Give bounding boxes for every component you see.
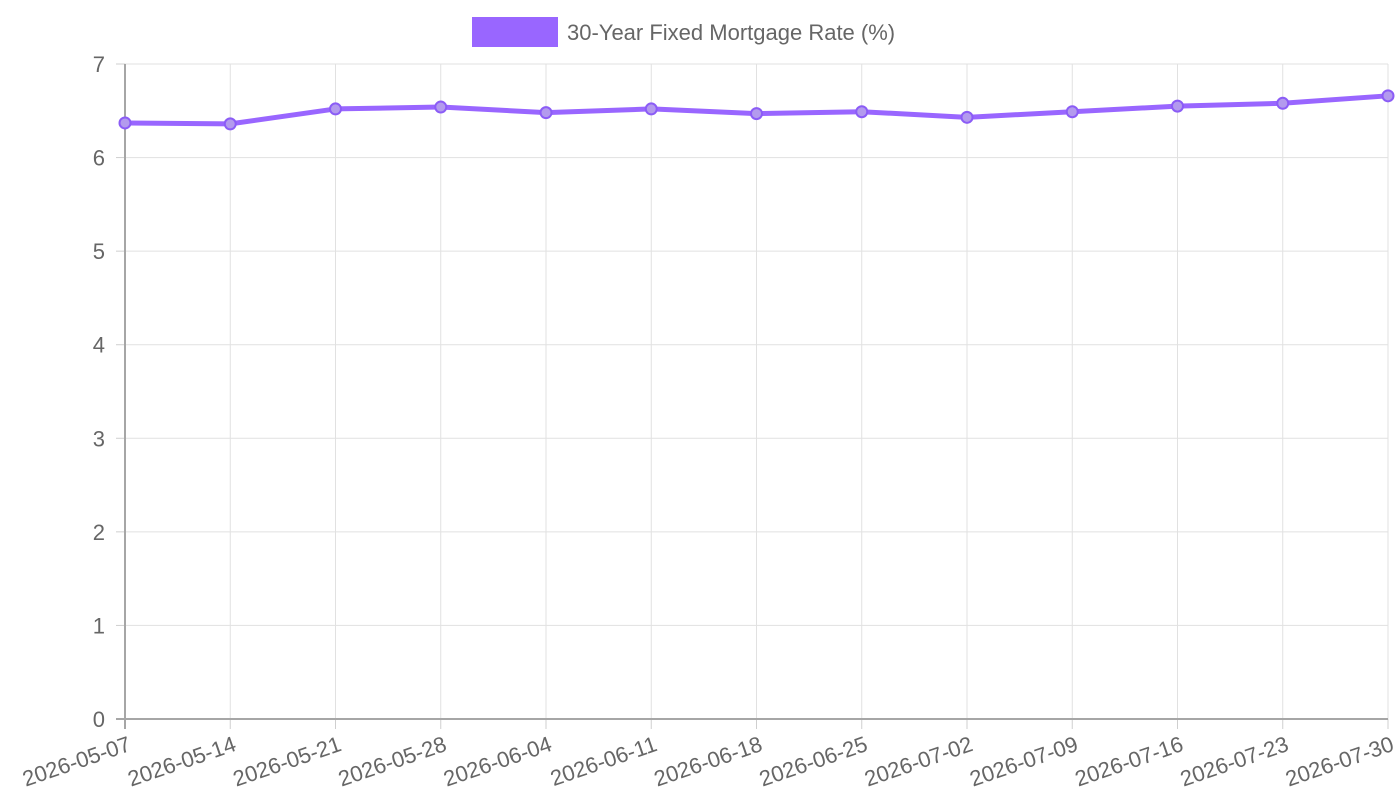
x-tick-label: 2026-05-21 (230, 731, 345, 791)
y-tick-label: 6 (93, 146, 105, 171)
data-point[interactable] (750, 107, 763, 121)
data-point[interactable] (855, 105, 869, 119)
data-point[interactable] (1276, 96, 1290, 110)
x-tick-label: 2026-07-09 (967, 731, 1082, 791)
y-axis-ticks: 0 1 2 3 4 5 6 7 (93, 52, 105, 732)
legend[interactable]: 30-Year Fixed Mortgage Rate (%) (472, 17, 895, 47)
x-tick-label: 2026-07-02 (861, 731, 976, 791)
data-point[interactable] (1171, 99, 1184, 113)
x-tick-label: 2026-06-11 (547, 731, 660, 791)
data-point[interactable] (644, 102, 658, 116)
y-tick-label: 2 (93, 520, 105, 545)
x-axis-ticks: 2026-05-072026-05-142026-05-212026-05-28… (19, 731, 1397, 791)
y-tick-label: 1 (93, 613, 105, 638)
y-tick-label: 7 (93, 52, 105, 77)
x-tick-label: 2026-07-16 (1072, 731, 1187, 791)
x-tick-label: 2026-06-25 (756, 731, 871, 791)
x-tick-label: 2026-07-23 (1177, 731, 1292, 791)
data-point[interactable] (223, 117, 237, 131)
y-tick-label: 4 (93, 333, 105, 358)
x-tick-label: 2026-07-30 (1282, 731, 1397, 791)
data-point[interactable] (434, 100, 448, 114)
legend-label: 30-Year Fixed Mortgage Rate (%) (567, 20, 895, 45)
legend-swatch (472, 17, 558, 47)
x-tick-label: 2026-06-04 (440, 731, 555, 791)
data-point[interactable] (329, 102, 342, 116)
grid (116, 63, 1389, 729)
x-tick-label: 2026-05-28 (335, 731, 450, 791)
data-point[interactable] (1381, 89, 1395, 103)
y-tick-label: 3 (93, 426, 105, 451)
data-point[interactable] (960, 110, 974, 124)
y-tick-label: 0 (93, 707, 105, 732)
x-tick-label: 2026-05-07 (19, 731, 134, 791)
x-tick-label: 2026-06-18 (651, 731, 766, 791)
axes (116, 64, 1388, 729)
series (118, 89, 1395, 131)
y-tick-label: 5 (93, 239, 105, 264)
data-point[interactable] (1065, 105, 1079, 119)
x-tick-label: 2026-05-14 (125, 731, 240, 791)
data-point[interactable] (118, 116, 132, 130)
data-point[interactable] (539, 106, 553, 120)
